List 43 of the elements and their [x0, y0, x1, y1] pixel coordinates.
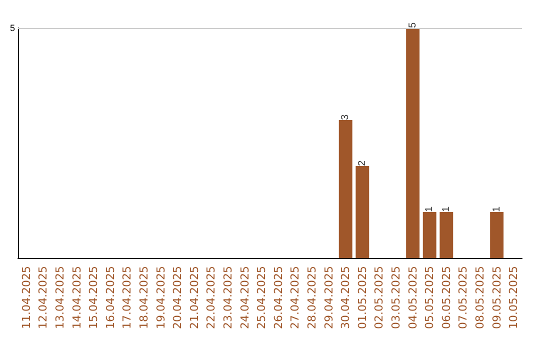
- x-tick-label: 14.04.2025: [70, 266, 84, 330]
- x-tick-label: 27.04.2025: [288, 266, 302, 330]
- x-tick-label: 19.04.2025: [154, 266, 168, 330]
- x-tick-label: 22.04.2025: [204, 266, 218, 330]
- x-tick-label: 04.05.2025: [406, 266, 420, 330]
- x-tick-label: 18.04.2025: [138, 266, 150, 330]
- x-tick-label: 25.04.2025: [255, 266, 268, 330]
- x-tick-label: 29.04.2025: [322, 266, 336, 330]
- x-tick-label: 03.05.2025: [390, 266, 402, 330]
- x-tick-label: 02.05.2025: [372, 266, 386, 330]
- data-label: 5: [407, 22, 418, 28]
- x-tick-label: 10.05.2025: [507, 266, 520, 330]
- bar: [440, 212, 454, 258]
- bar: [422, 212, 436, 258]
- data-label: 2: [356, 160, 368, 166]
- bar: [356, 166, 370, 258]
- x-tick-label: 11.04.2025: [20, 266, 33, 330]
- x-tick-label: 05.05.2025: [423, 266, 436, 330]
- x-tick-label: 13.04.2025: [54, 266, 66, 330]
- x-tick-label: 28.04.2025: [306, 266, 318, 330]
- x-tick-label: 12.04.2025: [36, 266, 50, 330]
- x-tick-label: 01.05.2025: [356, 266, 369, 330]
- x-tick-label: 15.04.2025: [87, 266, 100, 330]
- x-tick-label: 17.04.2025: [120, 266, 134, 330]
- x-tick-label: 20.04.2025: [171, 266, 184, 330]
- data-label: 1: [424, 206, 436, 212]
- data-label: 1: [491, 206, 502, 212]
- bar: [338, 120, 352, 258]
- data-label: 1: [440, 206, 452, 212]
- x-tick-label: 08.05.2025: [474, 266, 486, 330]
- ref-line-label: 5: [10, 23, 15, 33]
- x-tick-label: 21.04.2025: [188, 266, 201, 330]
- x-tick-label: 30.04.2025: [339, 266, 352, 330]
- x-tick-label: 24.04.2025: [238, 266, 252, 330]
- data-label: 3: [340, 114, 352, 120]
- bar: [406, 28, 420, 258]
- x-tick-label: 07.05.2025: [456, 266, 470, 330]
- x-tick-label: 23.04.2025: [222, 266, 234, 330]
- x-tick-label: 09.05.2025: [490, 266, 504, 330]
- x-tick-label: 16.04.2025: [104, 266, 117, 330]
- bar: [490, 212, 504, 258]
- x-tick-label: 26.04.2025: [272, 266, 285, 330]
- x-tick-label: 06.05.2025: [440, 266, 453, 330]
